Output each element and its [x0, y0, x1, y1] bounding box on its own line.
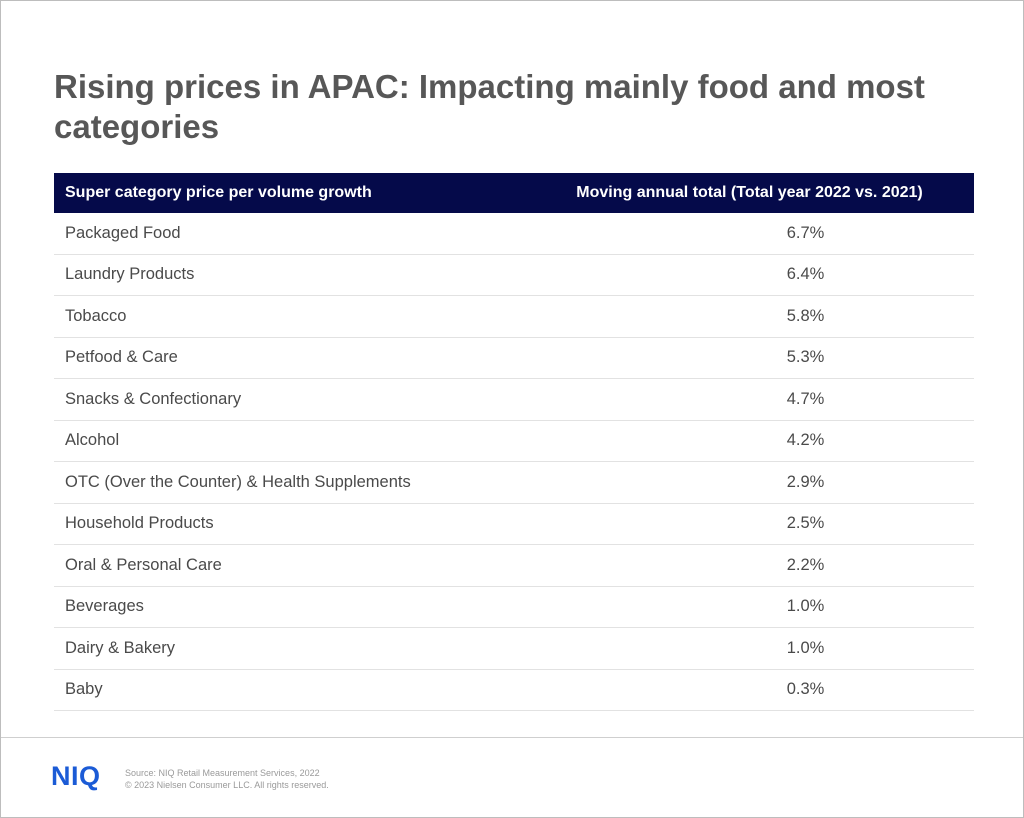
row-category: Tobacco: [54, 295, 525, 338]
row-category: Snacks & Confectionary: [54, 378, 525, 421]
row-value: 1.0%: [525, 627, 974, 670]
row-category: Beverages: [54, 586, 525, 628]
row-value: 2.2%: [525, 544, 974, 587]
page-title: Rising prices in APAC: Impacting mainly …: [54, 68, 925, 145]
table-row: Petfood & Care 5.3%: [54, 337, 974, 379]
table-row: Baby 0.3%: [54, 669, 974, 711]
row-category: Packaged Food: [54, 213, 525, 255]
row-value: 0.3%: [525, 669, 974, 711]
header-category: Super category price per volume growth: [54, 173, 525, 213]
row-category: Petfood & Care: [54, 337, 525, 379]
header-moving-annual-total: Moving annual total (Total year 2022 vs.…: [525, 173, 974, 213]
source-text: Source: NIQ Retail Measurement Services,…: [125, 768, 320, 778]
row-category: OTC (Over the Counter) & Health Suppleme…: [54, 461, 525, 504]
niq-logo: NIQ: [51, 761, 101, 791]
source-note: Source: NIQ Retail Measurement Services,…: [125, 767, 329, 791]
row-category: Laundry Products: [54, 254, 525, 296]
row-category: Dairy & Bakery: [54, 627, 525, 670]
table-row: Tobacco 5.8%: [54, 295, 974, 338]
table-row: Packaged Food 6.7%: [54, 213, 974, 255]
table-row: Household Products 2.5%: [54, 503, 974, 545]
copyright-text: © 2023 Nielsen Consumer LLC. All rights …: [125, 780, 329, 790]
row-value: 2.5%: [525, 503, 974, 545]
row-value: 2.9%: [525, 461, 974, 504]
table-row: Dairy & Bakery 1.0%: [54, 627, 974, 670]
row-value: 1.0%: [525, 586, 974, 628]
row-value: 5.3%: [525, 337, 974, 379]
row-category: Oral & Personal Care: [54, 544, 525, 587]
row-value: 6.4%: [525, 254, 974, 296]
footer-divider: [1, 737, 1023, 738]
row-value: 4.7%: [525, 378, 974, 421]
price-growth-table: Super category price per volume growth M…: [54, 173, 974, 711]
table-row: Alcohol 4.2%: [54, 420, 974, 462]
table-header-row: Super category price per volume growth M…: [54, 173, 974, 213]
row-category: Alcohol: [54, 420, 525, 462]
table-row: Snacks & Confectionary 4.7%: [54, 378, 974, 421]
table-row: OTC (Over the Counter) & Health Suppleme…: [54, 461, 974, 504]
row-category: Baby: [54, 669, 525, 711]
row-value: 5.8%: [525, 295, 974, 338]
row-category: Household Products: [54, 503, 525, 545]
table-row: Laundry Products 6.4%: [54, 254, 974, 296]
table-row: Oral & Personal Care 2.2%: [54, 544, 974, 587]
table-row: Beverages 1.0%: [54, 586, 974, 628]
row-value: 6.7%: [525, 213, 974, 255]
row-value: 4.2%: [525, 420, 974, 462]
